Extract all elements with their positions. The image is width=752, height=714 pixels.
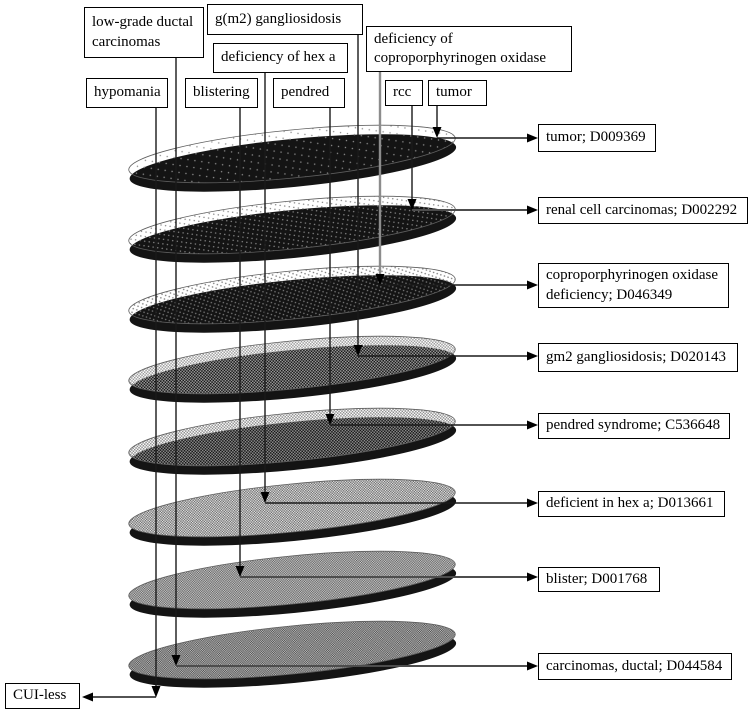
connector-coproporphyrinogen-oxidase	[375, 72, 538, 290]
right-arrowhead	[527, 205, 538, 215]
term-label: deficiency of hex a	[221, 49, 336, 66]
disc-blister	[128, 550, 457, 618]
concept-box-carcinomas-ductal: carcinomas, ductal; D044584	[538, 653, 732, 680]
connector-blistering	[235, 107, 538, 582]
right-arrowhead	[527, 420, 538, 430]
disc-renal-cell-carcinomas	[128, 195, 457, 263]
concept-label: gm2 gangliosidosis; D020143	[546, 348, 727, 365]
term-box-gm2-gangliosidosis: g(m2) gangliosidosis	[207, 4, 363, 35]
concept-label: tumor; D009369	[546, 129, 646, 146]
connector-low-grade-ductal-carcinomas	[171, 57, 538, 671]
term-box-pendred: pendred	[273, 78, 345, 108]
concept-label: pendred syndrome; C536648	[546, 417, 721, 434]
connector-gm2-gangliosidosis	[353, 34, 538, 361]
term-box-hypomania: hypomania	[86, 78, 168, 108]
concept-box-deficient-in-hex-a: deficient in hex a; D013661	[538, 491, 725, 517]
down-arrowhead	[375, 274, 385, 285]
left-arrowhead	[82, 692, 93, 702]
concept-label: coproporphyrinogen oxidase deficiency; D…	[546, 267, 719, 303]
right-arrowhead	[527, 572, 538, 582]
right-arrowhead	[527, 661, 538, 671]
disc-carcinomas-ductal	[128, 620, 457, 688]
concept-box-renal-cell-carcinomas: renal cell carcinomas; D002292	[538, 197, 748, 224]
concept-box-pendred-syndrome: pendred syndrome; C536648	[538, 413, 730, 439]
term-label: tumor	[436, 84, 472, 101]
term-label: rcc	[393, 84, 412, 101]
term-box-rcc: rcc	[385, 80, 423, 106]
concept-label: deficient in hex a; D013661	[546, 495, 714, 512]
term-label: g(m2) gangliosidosis	[215, 10, 342, 27]
right-arrowhead	[527, 498, 538, 508]
down-arrowhead	[260, 492, 270, 503]
disc-pendred-syndrome	[128, 407, 457, 475]
down-arrowhead	[151, 686, 161, 698]
down-arrowhead	[407, 199, 417, 210]
connector-hypomania-cui-less	[82, 107, 161, 702]
down-arrowhead	[353, 345, 363, 356]
down-arrowhead	[432, 127, 442, 138]
concept-box-tumor: tumor; D009369	[538, 124, 656, 152]
term-label: deficiency of coproporphyrinogen oxidase	[374, 30, 547, 66]
term-box-blistering: blistering	[185, 78, 258, 108]
concept-label: blister; D001768	[546, 570, 648, 587]
disc-gm2-gangliosidosis	[128, 335, 457, 403]
term-box-deficiency-of-coproporphyrinogen-oxidase: deficiency of coproporphyrinogen oxidase	[366, 26, 572, 72]
connector-pendred	[325, 107, 538, 430]
right-arrowhead	[527, 280, 538, 290]
term-box-deficiency-of-hex-a: deficiency of hex a	[213, 43, 348, 73]
concept-label: carcinomas, ductal; D044584	[546, 657, 723, 674]
term-box-tumor: tumor	[428, 80, 487, 106]
concept-box-coproporphyrinogen-oxidase-deficiency: coproporphyrinogen oxidase deficiency; D…	[538, 263, 729, 308]
down-arrowhead	[171, 655, 181, 666]
down-arrowhead	[325, 414, 335, 425]
concept-label: renal cell carcinomas; D002292	[546, 201, 738, 218]
right-arrowhead	[527, 133, 538, 143]
right-arrowhead	[527, 351, 538, 361]
down-arrowhead	[235, 566, 245, 577]
concept-box-gm2-gangliosidosis: gm2 gangliosidosis; D020143	[538, 343, 738, 372]
term-box-low-grade-ductal-carcinomas: low-grade ductal carcinomas	[84, 7, 204, 58]
term-label: blistering	[193, 84, 250, 101]
disc-coproporphyrinogen-oxidase-deficiency	[128, 265, 457, 333]
connector-deficiency-of-hex-a	[260, 72, 538, 508]
connector-rcc	[407, 105, 538, 215]
term-label: pendred	[281, 84, 330, 101]
cui-less-label: CUI-less	[13, 687, 67, 704]
concept-box-blister: blister; D001768	[538, 567, 660, 592]
term-label: low-grade ductal carcinomas	[92, 14, 194, 50]
cui-less-box: CUI-less	[5, 683, 80, 709]
connector-tumor	[432, 106, 538, 143]
term-label: hypomania	[94, 84, 161, 101]
